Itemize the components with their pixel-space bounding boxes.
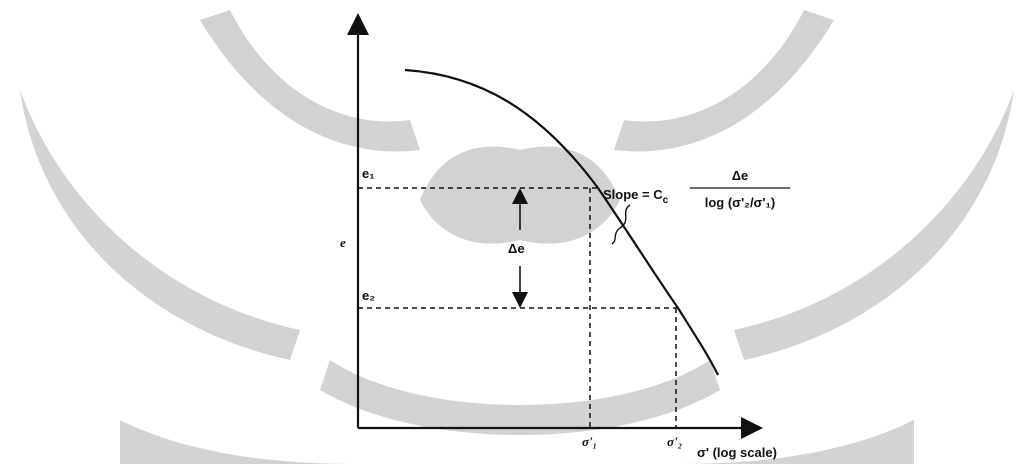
delta-label: Δe	[508, 241, 525, 256]
sigma1-label: σ'₁	[582, 434, 597, 449]
x-axis-label: σ' (log scale)	[697, 445, 777, 460]
sigma2-label: σ'₂	[667, 434, 682, 449]
e2-label: e₂	[362, 288, 375, 303]
diagram: e e₁ e₂ Δe Slope = Cc Δe log (σ'₂/σ'₁) σ…	[0, 0, 1034, 464]
leader	[612, 205, 630, 244]
y-axis-label: e	[340, 235, 346, 250]
watermark	[20, 10, 1014, 464]
denominator: log (σ'₂/σ'₁)	[705, 195, 776, 210]
e1-label: e₁	[362, 166, 375, 181]
numerator: Δe	[732, 168, 749, 183]
